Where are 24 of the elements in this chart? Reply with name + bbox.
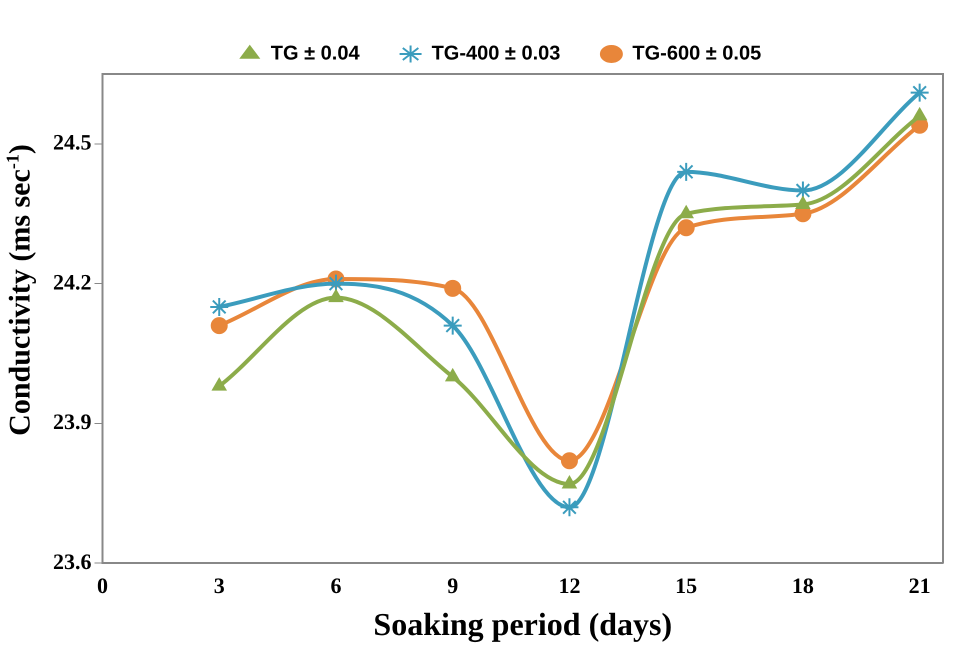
x-axis-title: Soaking period (days) xyxy=(373,606,672,644)
y-tick-label: 23.9 xyxy=(53,409,92,434)
legend-label: TG-400 ± 0.03 xyxy=(432,42,560,65)
point xyxy=(210,317,228,334)
point xyxy=(559,497,580,518)
legend-label: TG-600 ± 0.05 xyxy=(632,42,762,65)
y-tick-label: 24.5 xyxy=(53,130,92,155)
x-tick-label: 9 xyxy=(447,573,458,598)
x-tick-label: 18 xyxy=(792,573,814,598)
x-tick-label: 15 xyxy=(675,573,698,598)
x-tick-label: 0 xyxy=(97,573,108,598)
y-tick-label: 23.6 xyxy=(53,548,92,574)
point xyxy=(444,280,462,297)
x-tick-label: 12 xyxy=(558,573,580,598)
x-tick-label: 3 xyxy=(214,573,225,598)
legend-label: TG ± 0.04 xyxy=(270,42,360,65)
point xyxy=(678,219,695,236)
point xyxy=(442,316,463,336)
x-tick-label: 6 xyxy=(330,573,342,598)
point xyxy=(560,452,578,470)
point xyxy=(209,296,230,317)
y-tick-label: 24.2 xyxy=(53,269,92,294)
point xyxy=(910,82,930,103)
x-tick-label: 21 xyxy=(908,573,931,598)
